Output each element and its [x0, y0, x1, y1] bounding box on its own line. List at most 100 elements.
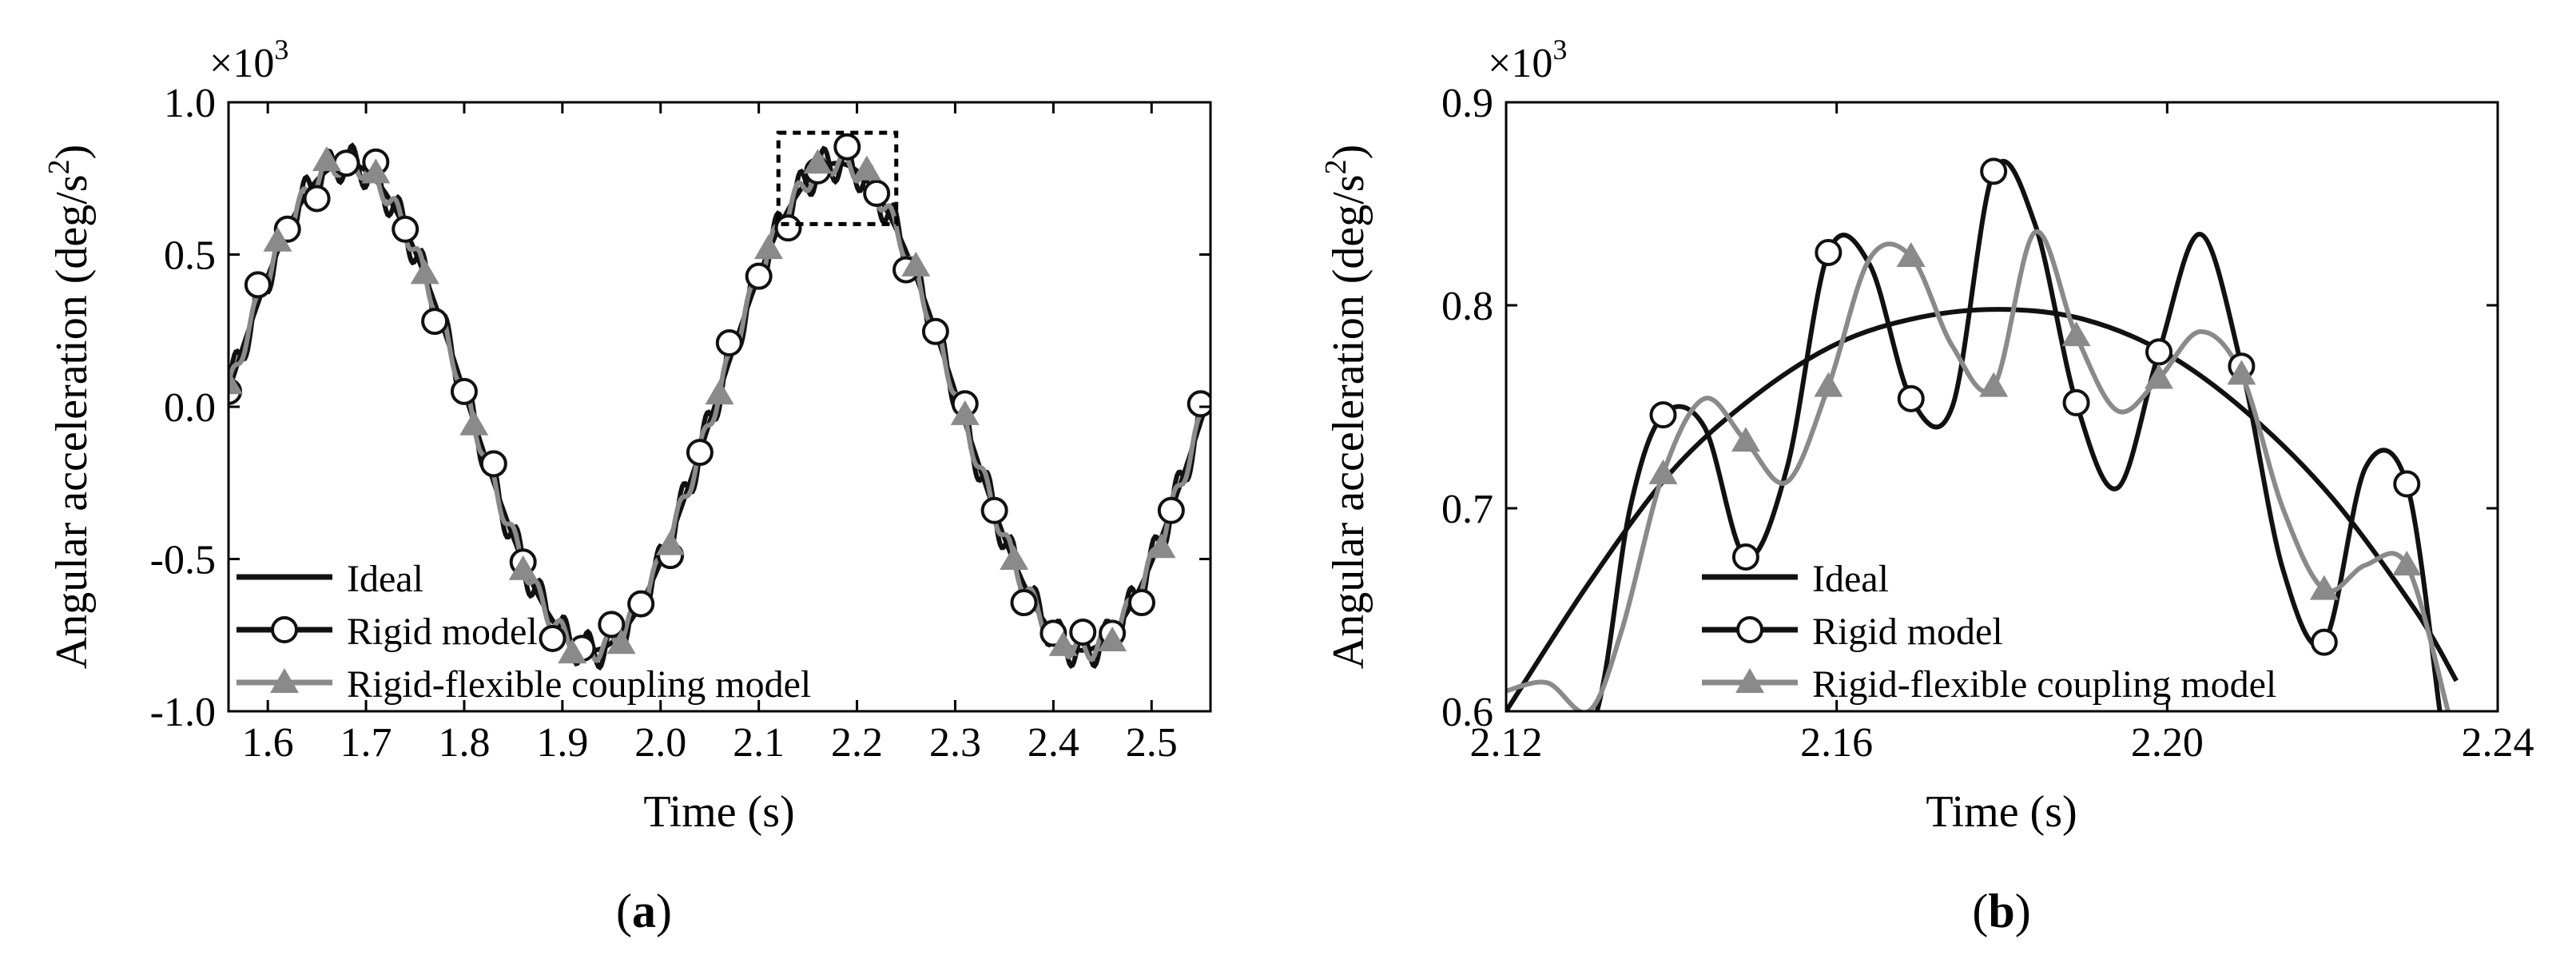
series-b-rigid-point [2062, 388, 2090, 416]
panel-a-y-axis: 1.0 0.5 0.0 -0.5 -1.0 [150, 81, 1210, 735]
panel-b-y-tick-label: 0.8 [1441, 284, 1493, 329]
series-a-flex-point [459, 410, 489, 436]
series-a-rigid-point [392, 215, 419, 243]
panel-b-y-tick-label: 0.7 [1441, 487, 1493, 532]
series-b-flex-point [2392, 551, 2422, 576]
panel-a-x-axis-label: Time (s) [643, 787, 794, 837]
series-a-flex-point [803, 149, 833, 174]
panel-a-zoom-box [776, 130, 899, 226]
series-a-flex-point [263, 226, 292, 252]
series-a-rigid-point [774, 214, 802, 242]
panel-b-legend: Ideal Rigid model Rigid-flexible couplin… [1702, 558, 2276, 706]
series-a-rigid-point [980, 496, 1008, 524]
panel-b-y-axis-label: Angular acceleration (deg/s2) [1319, 145, 1373, 669]
panel-b-x-axis: 2.12 2.16 2.20 2.24 [1470, 102, 2534, 766]
series-a-rigid-point [479, 450, 507, 478]
legend-a-flex-label: Rigid-flexible coupling model [347, 663, 811, 706]
series-b-flex-point [1979, 372, 2009, 397]
series-a-flex-point [901, 251, 931, 277]
series-b-flex-point [1731, 427, 1760, 452]
series-a-rigid-point [332, 149, 360, 177]
series-b-rigid-point [2145, 338, 2173, 366]
panel-a-y-tick-label: 0.5 [164, 233, 216, 279]
series-a-flex-point [753, 234, 783, 260]
panel-b-plot-frame [1505, 101, 2499, 713]
series-a-rigid-point [1187, 390, 1210, 418]
series-a-flex-point [852, 155, 881, 181]
legend-b-ideal-label: Ideal [1812, 558, 1889, 600]
panel-a-x-tick-label: 2.1 [733, 720, 785, 766]
panel-a-x-axis: 1.6 1.7 1.8 1.9 2.0 2.1 2.2 2.3 2.4 2.5 [242, 102, 1178, 766]
legend-a-flex-marker [270, 668, 299, 693]
series-a-flex-point [606, 629, 636, 655]
panel-b-label: (b) [1972, 885, 2030, 937]
series-a-flex-point [312, 145, 341, 171]
series-a-flex-point [508, 555, 538, 580]
series-a-rigid-point [1069, 618, 1097, 646]
legend-a-ideal-label: Ideal [347, 558, 423, 600]
series-a-rigid-point [598, 611, 626, 639]
panel-a-x-tick-label: 1.6 [242, 720, 294, 766]
panel-a-y-tick-label: 1.0 [164, 81, 216, 126]
panel-b-y-tick-label: 0.9 [1441, 81, 1493, 126]
legend-b-rigid-marker [1736, 616, 1763, 643]
series-b-flex-point [2227, 360, 2256, 385]
series-b-rigid-point [1815, 238, 1843, 266]
legend-b-rigid-label: Rigid model [1812, 611, 2003, 653]
panel-a-x-tick-label: 2.5 [1126, 720, 1178, 766]
series-b-flex-point [1814, 372, 1843, 397]
series-a-rigid-point [539, 624, 566, 652]
panel-a-x-tick-label: 1.7 [340, 720, 392, 766]
chart-panel-a: 1.6 1.7 1.8 1.9 2.0 2.1 2.2 2.3 2.4 2.5 1.0 0.5 0.0… [42, 34, 1212, 937]
panel-a-y-axis-label: Angular acceleration (deg/s2) [42, 145, 97, 669]
panel-a-y-tick-label: -0.5 [150, 538, 216, 583]
series-b-flex-point [2309, 575, 2339, 600]
series-b-rigid-point [1649, 401, 1677, 429]
legend-a-rigid-marker [271, 616, 298, 643]
series-b-flex-point [2144, 364, 2173, 389]
series-a-flex-point [1000, 545, 1029, 571]
panel-a-multiplier: ×103 [209, 34, 288, 86]
chart-panel-b: 2.12 2.16 2.20 2.24 0.9 0.8 0.7 0.6 ×103 Angul… [1319, 34, 2534, 937]
panel-b-series-lines [1506, 158, 2459, 711]
series-b-rigid-point [2310, 628, 2338, 656]
series-a-flex-point [950, 400, 980, 425]
panel-a-x-tick-label: 2.2 [831, 720, 883, 766]
series-a-rigid-point [715, 329, 743, 357]
panel-b-x-tick-label: 2.16 [1800, 720, 1873, 766]
panel-b-plot [1506, 157, 2459, 711]
panel-a-x-tick-label: 2.3 [929, 720, 981, 766]
series-a-rigid-point [303, 185, 331, 213]
series-b-rigid-point [2393, 470, 2421, 498]
series-b-rigid-point [1980, 157, 2008, 185]
series-a-flex-point [410, 259, 439, 285]
series-b-flex-point [1648, 459, 1678, 484]
legend-b-flex-label: Rigid-flexible coupling model [1812, 663, 2276, 706]
series-b-rigid-point [1897, 384, 1925, 412]
series-a-flex-point [1098, 626, 1127, 651]
panel-a-plot [229, 133, 1210, 671]
legend-a-rigid-label: Rigid model [347, 611, 538, 653]
series-a-flex-point [229, 369, 243, 395]
panel-a-series-markers [229, 133, 1210, 664]
panel-b-x-axis-label: Time (s) [1926, 787, 2077, 837]
panel-b-series-markers [1648, 157, 2422, 656]
series-a-rigid-point [921, 317, 949, 345]
panel-b-multiplier: ×103 [1488, 34, 1567, 86]
series-a-rigid-point [450, 377, 478, 405]
panel-b-x-tick-label: 2.24 [2462, 720, 2534, 766]
series-a-rigid-point [686, 439, 714, 467]
panel-a-label: (a) [616, 885, 672, 937]
series-a-rigid-point [1157, 496, 1185, 524]
panel-b-y-tick-label: 0.6 [1441, 690, 1493, 735]
series-a-flex-point [1147, 533, 1176, 559]
panel-b-y-axis: 0.9 0.8 0.7 0.6 [1441, 81, 2498, 735]
series-a-rigid-point [745, 262, 773, 290]
series-a-flex-point [361, 158, 391, 184]
series-a-rigid-point [1010, 589, 1038, 617]
panel-a-x-tick-label: 2.4 [1028, 720, 1079, 766]
series-a-rigid-point [1127, 589, 1155, 617]
series-a-flex-point [656, 530, 686, 555]
series-a-flex-point [705, 380, 734, 405]
